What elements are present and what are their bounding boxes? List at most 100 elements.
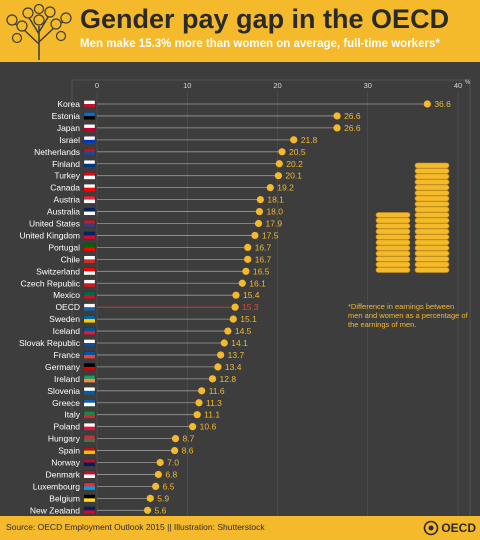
flag-stripe-israel (84, 139, 95, 144)
oecd-logo: OECD (423, 516, 476, 540)
value-label-mexico: 15.4 (243, 290, 260, 300)
data-point-belgium (146, 494, 154, 502)
value-label-portugal: 16.7 (255, 242, 272, 252)
category-label-sweden: Sweden (49, 314, 80, 324)
data-point-oecd (231, 303, 239, 311)
data-point-spain (171, 446, 179, 455)
value-label-germany: 13.4 (225, 362, 242, 372)
x-tick-top-20: 20 (273, 81, 281, 90)
data-point-mexico (232, 291, 240, 299)
value-label-canada: 19.2 (277, 183, 294, 193)
category-label-france: France (54, 350, 81, 360)
coin-short-8 (375, 223, 411, 229)
category-label-luxembourg: Luxembourg (33, 481, 81, 491)
flag-stripe-japan (84, 127, 95, 132)
data-point-chile (244, 255, 252, 263)
value-label-hungary: 8.7 (183, 434, 195, 444)
category-label-switzerland: Switzerland (36, 266, 80, 276)
flag-stripe-mexico (84, 295, 95, 299)
flag-stripe-turkey (84, 175, 95, 180)
coin-short-9 (375, 217, 411, 224)
x-tick-top-10: 10 (183, 81, 191, 90)
value-label-slovak-republic: 14.1 (231, 338, 248, 348)
value-label-sweden: 15.1 (240, 314, 257, 324)
data-point-korea (423, 100, 431, 108)
category-label-spain: Spain (58, 446, 80, 456)
flag-stripe-denmark (84, 474, 95, 478)
flag-stripe-norway (84, 462, 95, 466)
x-unit-top: % (465, 80, 471, 86)
category-label-canada: Canada (50, 183, 80, 193)
coin-tall-9 (414, 217, 450, 224)
category-label-belgium: Belgium (49, 493, 80, 503)
coin-short-4 (375, 245, 411, 251)
coin-short-10 (375, 212, 411, 218)
data-point-australia (255, 207, 264, 216)
value-label-finland: 20.2 (286, 159, 303, 169)
flag-stripe-hungary (84, 438, 95, 443)
coin-short-2 (375, 256, 411, 262)
flag-stripe-ireland (84, 378, 95, 383)
data-point-turkey (274, 172, 283, 180)
coin-short-6 (375, 234, 411, 240)
value-label-united-states: 17.9 (266, 219, 283, 229)
value-label-slovenia: 11.6 (209, 386, 225, 396)
category-label-israel: Israel (59, 135, 80, 145)
value-label-italy: 11.1 (204, 410, 220, 420)
category-label-korea: Korea (57, 99, 80, 109)
value-label-czech-republic: 16.1 (249, 278, 266, 288)
data-point-switzerland (242, 267, 250, 275)
value-label-turkey: 20.1 (285, 171, 302, 181)
data-point-slovak-republic (220, 339, 228, 347)
coin-tall-4 (414, 245, 450, 251)
flag-stripe-netherlands (84, 151, 95, 156)
coin-tall-10 (414, 212, 450, 218)
data-point-hungary (171, 435, 180, 443)
data-point-israel (290, 136, 298, 144)
category-label-iceland: Iceland (53, 326, 81, 336)
coin-tall-19 (414, 162, 450, 169)
value-label-greece: 11.3 (206, 398, 222, 408)
category-label-oecd: OECD (55, 302, 80, 312)
coin-tall-1 (414, 261, 450, 268)
value-label-ireland: 12.8 (220, 374, 237, 384)
category-label-united-kingdom: United Kingdom (20, 230, 80, 240)
pay-gap-chart: 001010202030304040%%Korea36.6Estonia26.6… (19, 79, 471, 516)
value-label-poland: 10.6 (200, 422, 217, 432)
category-label-chile: Chile (61, 254, 81, 264)
flag-stripe-belgium (84, 498, 95, 502)
source-text: Source: OECD Employment Outlook 2015 || … (6, 522, 265, 532)
plot-frame (71, 79, 471, 516)
value-label-iceland: 14.5 (235, 326, 252, 336)
value-label-united-kingdom: 17.5 (262, 230, 279, 240)
data-point-luxembourg (152, 482, 160, 490)
x-tick-top-0: 0 (95, 81, 99, 90)
value-label-norway: 7.0 (167, 458, 179, 468)
category-label-ireland: Ireland (54, 374, 80, 384)
flag-stripe-canada (84, 187, 95, 192)
flag-stripe-sweden (84, 319, 95, 323)
coin-tall-18 (414, 168, 450, 174)
category-label-germany: Germany (45, 362, 81, 372)
category-label-slovak-republic: Slovak Republic (19, 338, 81, 348)
value-label-switzerland: 16.5 (253, 266, 270, 276)
data-point-slovenia (198, 387, 206, 395)
category-label-new-zealand: New Zealand (30, 505, 80, 515)
flag-stripe-iceland (84, 331, 95, 335)
flag-stripe-poland (84, 426, 95, 431)
data-point-canada (266, 184, 274, 192)
value-label-estonia: 26.6 (344, 111, 361, 121)
data-point-poland (189, 423, 197, 431)
data-point-netherlands (278, 148, 286, 156)
value-label-oecd: 15.3 (242, 302, 259, 312)
x-tick-top-30: 30 (364, 81, 372, 90)
flag-stripe-greece (84, 402, 95, 407)
flag-stripe-portugal (84, 247, 95, 251)
coin-tall-6 (414, 234, 450, 240)
category-label-norway: Norway (51, 458, 81, 468)
data-point-finland (275, 160, 283, 168)
coin-tall-13 (414, 195, 450, 202)
coin-tall-16 (414, 179, 450, 185)
category-label-netherlands: Netherlands (34, 147, 80, 157)
